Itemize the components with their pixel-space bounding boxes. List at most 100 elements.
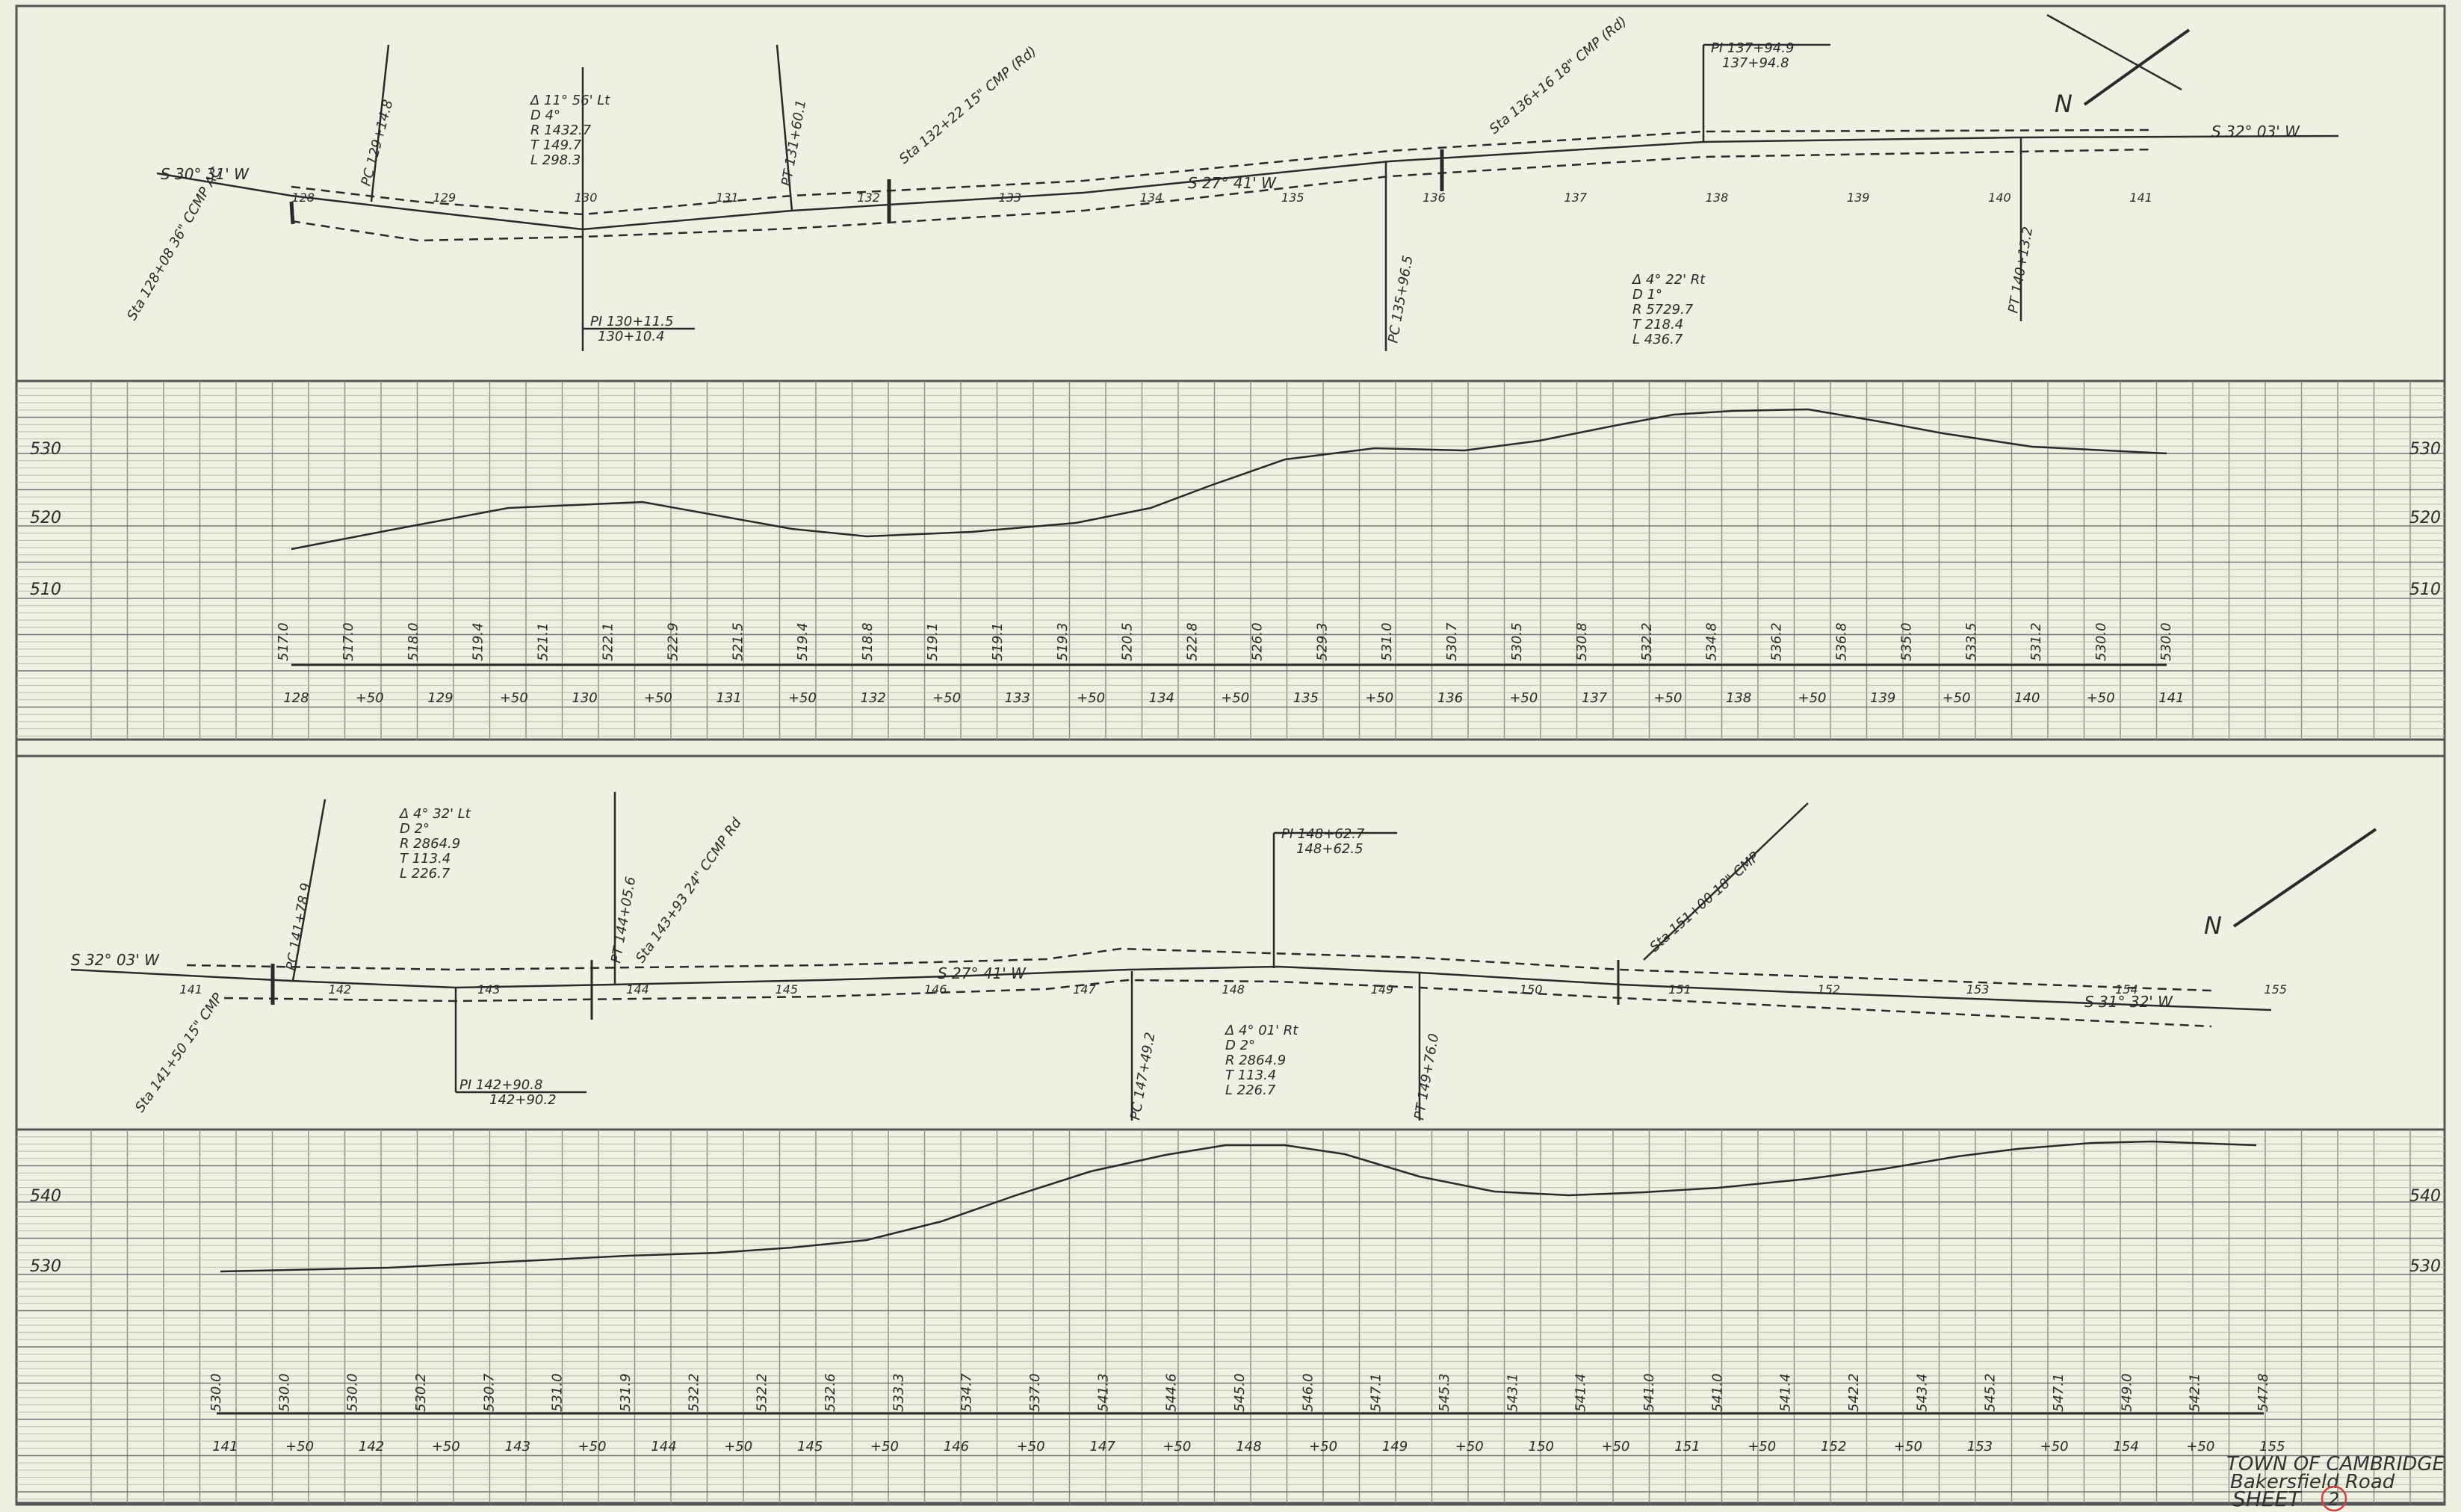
bottom-profile-elev-0: 530.0 bbox=[208, 1373, 224, 1412]
bottom-profile-elev-20: 541.4 bbox=[1573, 1373, 1589, 1412]
top-plan-station-3: 131 bbox=[716, 190, 739, 205]
bcurve1-line-2: R 2864.9 bbox=[400, 836, 460, 852]
curve1-line-3: T 149.7 bbox=[530, 137, 582, 153]
top-profile-elev-12: 519.3 bbox=[1055, 622, 1071, 661]
title-town: TOWN OF CAMBRIDGE bbox=[2226, 1453, 2445, 1475]
top-profile-sta-24: 140 bbox=[2014, 690, 2040, 706]
top-profile-sta-4: 130 bbox=[572, 690, 597, 706]
curve2-line-2: R 5729.7 bbox=[1632, 302, 1694, 317]
bottom-profile-sta-10: 146 bbox=[944, 1439, 969, 1454]
bottom-profile-elev-16: 546.0 bbox=[1300, 1373, 1316, 1412]
curve1-line-2: R 1432.7 bbox=[530, 123, 592, 138]
top-plan-view: N bbox=[156, 13, 2339, 351]
note-pi2-sub: 137+94.8 bbox=[1722, 55, 1789, 71]
bottom-profile-elev-9: 532.6 bbox=[823, 1373, 838, 1412]
bottom-profile-grid bbox=[15, 1128, 2446, 1505]
curve2-line-4: L 436.7 bbox=[1632, 332, 1683, 347]
bottom-profile-sta-5: +50 bbox=[578, 1439, 606, 1454]
top-plan-centerline bbox=[156, 134, 2339, 231]
bottom-profile-elev-30: 547.8 bbox=[2256, 1373, 2271, 1412]
bottom-plan-station-9: 150 bbox=[1520, 982, 1543, 997]
bnote-pi2: PI 148+62.7 bbox=[1281, 826, 1365, 842]
top-profile-elev-7: 521.5 bbox=[730, 622, 746, 661]
top-profile-elev-16: 529.3 bbox=[1314, 622, 1330, 661]
bottom-profile-elev-29: 542.1 bbox=[2188, 1373, 2203, 1412]
top-profile-elev-28: 530.0 bbox=[2093, 622, 2109, 661]
bottom-profile-sta-19: +50 bbox=[1601, 1439, 1629, 1454]
top-profile-elev-25: 535.0 bbox=[1898, 622, 1914, 661]
top-profile-elev-13: 520.5 bbox=[1120, 622, 1136, 661]
bottom-plan-centerline bbox=[70, 965, 2272, 1011]
bearing-top-mid: S 27° 41' W bbox=[1188, 174, 1277, 192]
bottom-plan-labels: S 32° 03' W S 27° 41' W S 31° 32' W PC 1… bbox=[71, 806, 2287, 1121]
bottom-profile-elev-17: 547.1 bbox=[1369, 1373, 1384, 1412]
bottom-profile-elev-28: 549.0 bbox=[2119, 1373, 2135, 1412]
bottom-plan-station-11: 152 bbox=[1818, 982, 1841, 997]
top-profile-elev-27: 531.2 bbox=[2028, 622, 2044, 661]
bottom-profile-sta-17: +50 bbox=[1455, 1439, 1484, 1454]
top-profile-elev-15: 526.0 bbox=[1249, 622, 1265, 661]
bcurve1-line-0: Δ 4° 32' Lt bbox=[398, 806, 471, 822]
top-profile-sta-8: 132 bbox=[861, 690, 886, 706]
top-profile-elev-20: 530.8 bbox=[1574, 622, 1590, 661]
bottom-profile: 540 530 540 530 530.0 530.0 530.0 530.2 530.… bbox=[30, 1140, 2441, 1454]
top-profile-ground-line bbox=[291, 408, 2167, 551]
bottom-plan-row-left bbox=[186, 947, 2212, 992]
bnote-pt: PT 144+05.6 bbox=[608, 876, 639, 964]
bottom-profile-sta-3: +50 bbox=[432, 1439, 460, 1454]
bottom-plan-view: N bbox=[70, 792, 2377, 1121]
top-plan-pt2-leader bbox=[2046, 13, 2182, 91]
bottom-profile-sta-21: +50 bbox=[1748, 1439, 1776, 1454]
top-elev-520-right: 520 bbox=[2409, 509, 2441, 527]
grid-frame bbox=[15, 1128, 2446, 1505]
bnote-sta-mid: Sta 143+93 24" CCMP Rd bbox=[633, 815, 745, 966]
bottom-profile-elev-22: 541.0 bbox=[1709, 1373, 1725, 1412]
top-profile-elev-8: 519.4 bbox=[795, 622, 811, 661]
top-profile-sta-15: +50 bbox=[1365, 690, 1393, 706]
top-profile-sta-19: +50 bbox=[1653, 690, 1682, 706]
bottom-profile-sta-12: 147 bbox=[1089, 1439, 1115, 1454]
bottom-profile-sta-8: 145 bbox=[797, 1439, 823, 1454]
svg-text:N: N bbox=[2204, 911, 2222, 940]
top-plan-station-7: 135 bbox=[1281, 190, 1304, 205]
title-sheet-number: 2 bbox=[2328, 1489, 2339, 1510]
top-profile-sta-1: +50 bbox=[356, 690, 384, 706]
note-sta-mid: Sta 132+22 15" CMP (Rd) bbox=[897, 43, 1040, 167]
bearing-bottom-mid: S 27° 41' W bbox=[938, 964, 1027, 982]
bottom-elev-540-right: 540 bbox=[2409, 1187, 2441, 1206]
top-elev-520-left: 520 bbox=[30, 509, 61, 527]
top-plan-station-12: 140 bbox=[1988, 190, 2011, 205]
bottom-plan-station-0: 141 bbox=[179, 982, 202, 997]
note-pi-sub: 130+10.4 bbox=[598, 329, 665, 344]
top-profile-elev-11: 519.1 bbox=[990, 622, 1006, 661]
curve1-line-4: L 298.3 bbox=[530, 152, 581, 168]
bottom-plan-station-10: 151 bbox=[1668, 982, 1691, 997]
bottom-plan-sta-right-leader bbox=[1643, 802, 1809, 961]
top-profile-sta-17: +50 bbox=[1509, 690, 1538, 706]
bottom-profile-elev-14: 544.6 bbox=[1164, 1373, 1180, 1412]
bottom-plan-station-13: 154 bbox=[2115, 982, 2138, 997]
bottom-profile-sta-2: 142 bbox=[359, 1439, 384, 1454]
top-plan-labels: S 30° 31' W S 27° 41' W S 32° 03' W Sta … bbox=[124, 13, 2300, 347]
top-profile-elev-10: 519.1 bbox=[925, 622, 941, 661]
top-profile-elev-19: 530.5 bbox=[1509, 622, 1525, 661]
top-profile-sta-11: +50 bbox=[1077, 690, 1105, 706]
bnote-pi: PI 142+90.8 bbox=[459, 1077, 542, 1093]
top-profile-sta-26: 141 bbox=[2158, 690, 2184, 706]
bottom-profile-elevation-labels: 530.0 530.0 530.0 530.2 530.7 531.0 531.9 532.2… bbox=[208, 1373, 2271, 1412]
top-profile-sta-16: 136 bbox=[1437, 690, 1463, 706]
bottom-profile-sta-15: +50 bbox=[1309, 1439, 1337, 1454]
top-profile-sta-7: +50 bbox=[788, 690, 817, 706]
bottom-curve-data-2: Δ 4° 01' Rt D 2° R 2864.9 T 113.4 L 226.… bbox=[1224, 1023, 1298, 1098]
top-plan-station-2: 130 bbox=[575, 190, 598, 205]
top-profile-sta-3: +50 bbox=[500, 690, 528, 706]
top-plan-station-11: 139 bbox=[1847, 190, 1870, 205]
note-pi2: PI 137+94.9 bbox=[1711, 40, 1794, 56]
bottom-plan-station-5: 146 bbox=[924, 982, 947, 997]
top-plan-station-8: 136 bbox=[1423, 190, 1446, 205]
curve-data-2: Δ 4° 22' Rt D 1° R 5729.7 T 218.4 L 436.… bbox=[1631, 272, 1706, 347]
curve-data-1: Δ 11° 56' Lt D 4° R 1432.7 T 149.7 L 298… bbox=[529, 93, 610, 168]
top-profile-elevation-labels: 517.0 517.0 518.0 519.4 521.1 522.1 522.9 521.5… bbox=[276, 622, 2174, 661]
